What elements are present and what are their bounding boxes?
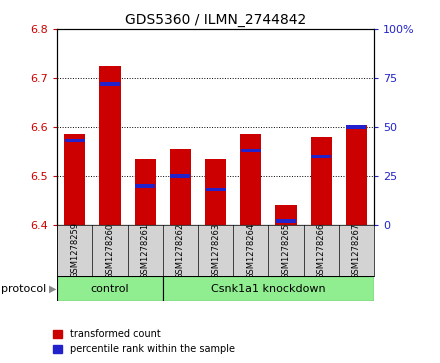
- FancyBboxPatch shape: [163, 276, 374, 301]
- Bar: [311, 137, 332, 225]
- Bar: [99, 66, 121, 225]
- Text: GSM1278259: GSM1278259: [70, 223, 79, 278]
- Text: GSM1278265: GSM1278265: [282, 223, 290, 278]
- Bar: [240, 134, 261, 225]
- Text: control: control: [91, 284, 129, 294]
- Bar: [170, 174, 191, 178]
- Bar: [311, 155, 331, 158]
- Bar: [205, 159, 226, 225]
- FancyBboxPatch shape: [57, 276, 163, 301]
- Bar: [64, 134, 85, 225]
- Bar: [100, 82, 120, 86]
- Bar: [65, 139, 85, 143]
- Bar: [170, 149, 191, 225]
- Text: protocol: protocol: [1, 284, 46, 294]
- Text: Csnk1a1 knockdown: Csnk1a1 knockdown: [211, 284, 326, 294]
- Text: GSM1278264: GSM1278264: [246, 223, 255, 278]
- Text: GSM1278260: GSM1278260: [106, 223, 114, 278]
- Bar: [276, 219, 296, 223]
- Bar: [135, 159, 156, 225]
- Bar: [346, 125, 367, 225]
- Title: GDS5360 / ILMN_2744842: GDS5360 / ILMN_2744842: [125, 13, 306, 26]
- Text: GSM1278263: GSM1278263: [211, 223, 220, 278]
- Text: GSM1278267: GSM1278267: [352, 223, 361, 278]
- Bar: [135, 184, 155, 188]
- Bar: [346, 125, 367, 129]
- Legend: transformed count, percentile rank within the sample: transformed count, percentile rank withi…: [49, 326, 239, 358]
- Bar: [205, 188, 226, 192]
- Text: ▶: ▶: [49, 284, 57, 294]
- Bar: [241, 149, 261, 152]
- Text: GSM1278262: GSM1278262: [176, 223, 185, 278]
- Text: GSM1278261: GSM1278261: [141, 223, 150, 278]
- Bar: [275, 205, 297, 225]
- Text: GSM1278266: GSM1278266: [317, 223, 326, 278]
